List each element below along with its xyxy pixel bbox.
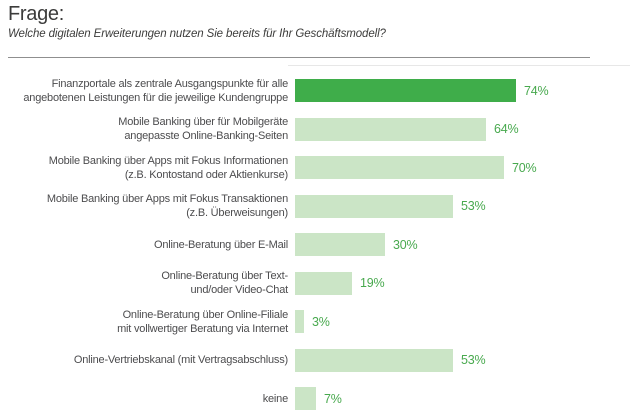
bar (295, 271, 352, 295)
bar (295, 387, 316, 410)
chart-row: Mobile Banking über Apps mit Fokus Infor… (0, 149, 630, 187)
chart-row: Online-Beratung über E-Mail 30% (0, 226, 630, 264)
chart-row: Online-Beratung über Online-Filiale mit … (0, 303, 630, 341)
chart-row: Online-Beratung über Text- und/oder Vide… (0, 264, 630, 302)
chart-row: Mobile Banking über für Mobilgeräte ange… (0, 110, 630, 148)
bar (295, 117, 486, 141)
bar (295, 194, 453, 218)
page-title: Frage: (8, 3, 65, 25)
bar (295, 233, 385, 256)
value-label: 19% (360, 276, 385, 290)
header-separator-line (8, 57, 590, 58)
category-label: Online-Vertriebskanal (mit Vertragsabsch… (73, 354, 288, 366)
value-label: 74% (524, 83, 549, 98)
value-label: 3% (312, 314, 330, 329)
category-label: Mobile Banking über Apps mit Fokus Infor… (48, 154, 288, 181)
chart-row: Finanzportale als zentrale Ausgangspunkt… (0, 72, 630, 110)
chart-row: Online-Vertriebskanal (mit Vertragsabsch… (0, 341, 630, 379)
plot-area-top-border (288, 65, 630, 66)
survey-question: Welche digitalen Erweiterungen nutzen Si… (8, 28, 386, 40)
value-label: 53% (461, 353, 486, 367)
category-label: Mobile Banking über für Mobilgeräte ange… (118, 116, 288, 142)
bar (295, 310, 304, 333)
value-label: 53% (461, 199, 486, 213)
bar (295, 156, 504, 179)
chart-row: Mobile Banking über Apps mit Fokus Trans… (0, 187, 630, 225)
category-label: Online-Beratung über Text- und/oder Vide… (161, 270, 288, 296)
value-label: 64% (494, 122, 519, 136)
category-label: Mobile Banking über Apps mit Fokus Trans… (46, 193, 288, 219)
value-label: 70% (512, 160, 537, 175)
category-label: Online-Beratung über Online-Filiale mit … (117, 308, 288, 335)
bar (295, 79, 516, 102)
category-label: Online-Beratung über E-Mail (153, 238, 288, 251)
value-label: 30% (393, 237, 418, 252)
bar (295, 348, 453, 372)
value-label: 7% (324, 391, 342, 406)
chart-row: keine 7% (0, 380, 630, 412)
category-label: keine (262, 392, 289, 405)
category-label: Finanzportale als zentrale Ausgangspunkt… (23, 77, 288, 104)
